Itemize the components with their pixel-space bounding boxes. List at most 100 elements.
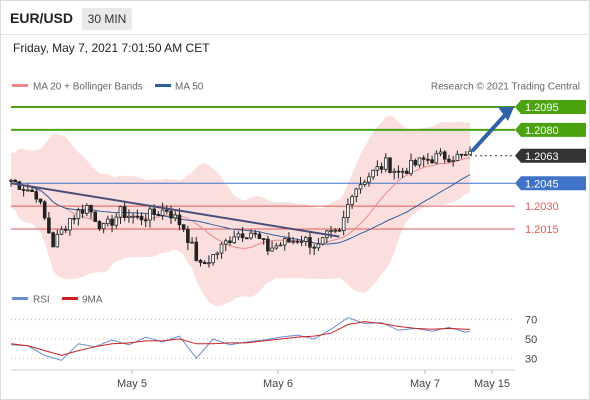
candle — [131, 212, 135, 224]
candle — [447, 154, 451, 164]
candle — [367, 172, 371, 187]
candle — [430, 155, 434, 164]
candle — [282, 237, 287, 251]
candle — [455, 150, 460, 162]
candle — [299, 235, 304, 246]
candle — [274, 242, 279, 250]
rsi-ma-legend-swatch — [62, 297, 78, 300]
candles — [9, 146, 472, 268]
descending-trendline — [10, 182, 340, 238]
candle — [396, 165, 401, 179]
candle — [341, 210, 346, 236]
candle — [59, 226, 64, 236]
rsi-tick-70: 70 — [525, 315, 537, 327]
candle — [215, 251, 220, 260]
candle — [287, 232, 291, 243]
candle — [358, 177, 363, 194]
candle — [101, 223, 106, 234]
ma50-legend-label: MA 50 — [175, 82, 204, 93]
candle — [63, 225, 68, 234]
candle — [156, 211, 161, 217]
candle — [118, 205, 123, 224]
ma20-line — [10, 157, 471, 249]
candle — [207, 255, 211, 268]
candle — [308, 230, 312, 255]
candle — [72, 214, 76, 225]
level-labels: 1.2095 1.2080 1.2063 1.2045 1.2030 1.2015 — [515, 100, 586, 236]
copyright-text: Research © 2021 Trading Central — [431, 82, 580, 93]
rsi-tick-50: 50 — [525, 334, 537, 346]
candle — [333, 228, 338, 234]
header-divider — [0, 34, 590, 35]
candle — [93, 211, 98, 223]
candle — [392, 168, 397, 180]
level-label-1.2045: 1.2045 — [525, 178, 559, 190]
instrument-title: EUR/USD — [10, 10, 74, 26]
candle — [80, 204, 85, 219]
candle — [278, 242, 283, 247]
ma20-legend-label: MA 20 + Bollinger Bands — [33, 82, 143, 93]
timestamp: Friday, May 7, 2021 7:01:50 AM CET — [13, 41, 210, 55]
candle — [442, 150, 447, 164]
candle — [405, 167, 409, 175]
candle — [375, 160, 380, 176]
candle — [34, 189, 39, 203]
candle — [346, 198, 350, 224]
rsi-ma-line — [10, 321, 470, 356]
level-tag-1.2045 — [515, 176, 586, 191]
rsi-line — [10, 317, 471, 361]
candle — [228, 236, 232, 246]
candle — [198, 258, 203, 267]
candle — [122, 201, 127, 222]
forecast-arrow — [470, 107, 514, 153]
x-tick-label: May 7 — [410, 378, 440, 390]
candle — [291, 237, 295, 245]
candle — [84, 203, 89, 217]
level-tag-1.2063 — [515, 148, 586, 163]
candle — [245, 237, 249, 240]
candle — [160, 202, 165, 220]
level-lines — [11, 106, 515, 230]
candle — [232, 230, 236, 244]
candle — [253, 230, 258, 238]
timeframe-button[interactable]: 30 MIN — [82, 8, 132, 30]
candle — [173, 211, 178, 222]
candle — [438, 148, 443, 157]
candle — [303, 235, 308, 247]
candle — [409, 153, 413, 177]
x-axis: May 5 May 6 May 7 May 15 — [117, 370, 510, 390]
candle — [320, 236, 325, 246]
forecast-arrow-head — [498, 107, 514, 121]
candle — [388, 157, 392, 174]
candle — [21, 185, 26, 197]
candle — [337, 227, 342, 232]
rsi-legend-swatch — [12, 297, 28, 300]
candle — [417, 157, 422, 168]
candle — [42, 200, 47, 221]
bollinger-band-area — [11, 116, 470, 307]
candle — [135, 209, 140, 220]
candle — [51, 231, 55, 248]
candle — [257, 231, 262, 240]
candle — [76, 207, 81, 226]
candle — [47, 211, 51, 234]
rsi-tick-30: 30 — [525, 353, 537, 365]
candle — [143, 213, 148, 228]
candle — [114, 213, 119, 229]
level-label-1.2063: 1.2063 — [525, 151, 559, 163]
candle — [421, 155, 426, 167]
candle — [177, 208, 182, 231]
x-tick-label: May 5 — [117, 378, 147, 390]
candle — [194, 236, 199, 262]
level-tag-1.2095 — [515, 100, 586, 114]
candle — [13, 179, 18, 183]
rsi-legend-label: RSI — [33, 295, 50, 306]
rsi-ma-legend-label: 9MA — [82, 295, 103, 306]
level-label-1.2095: 1.2095 — [525, 102, 559, 114]
candle — [38, 198, 43, 205]
candle — [270, 241, 274, 252]
candle — [316, 237, 321, 251]
candle — [295, 238, 300, 244]
level-label-1.2030: 1.2030 — [525, 201, 559, 213]
